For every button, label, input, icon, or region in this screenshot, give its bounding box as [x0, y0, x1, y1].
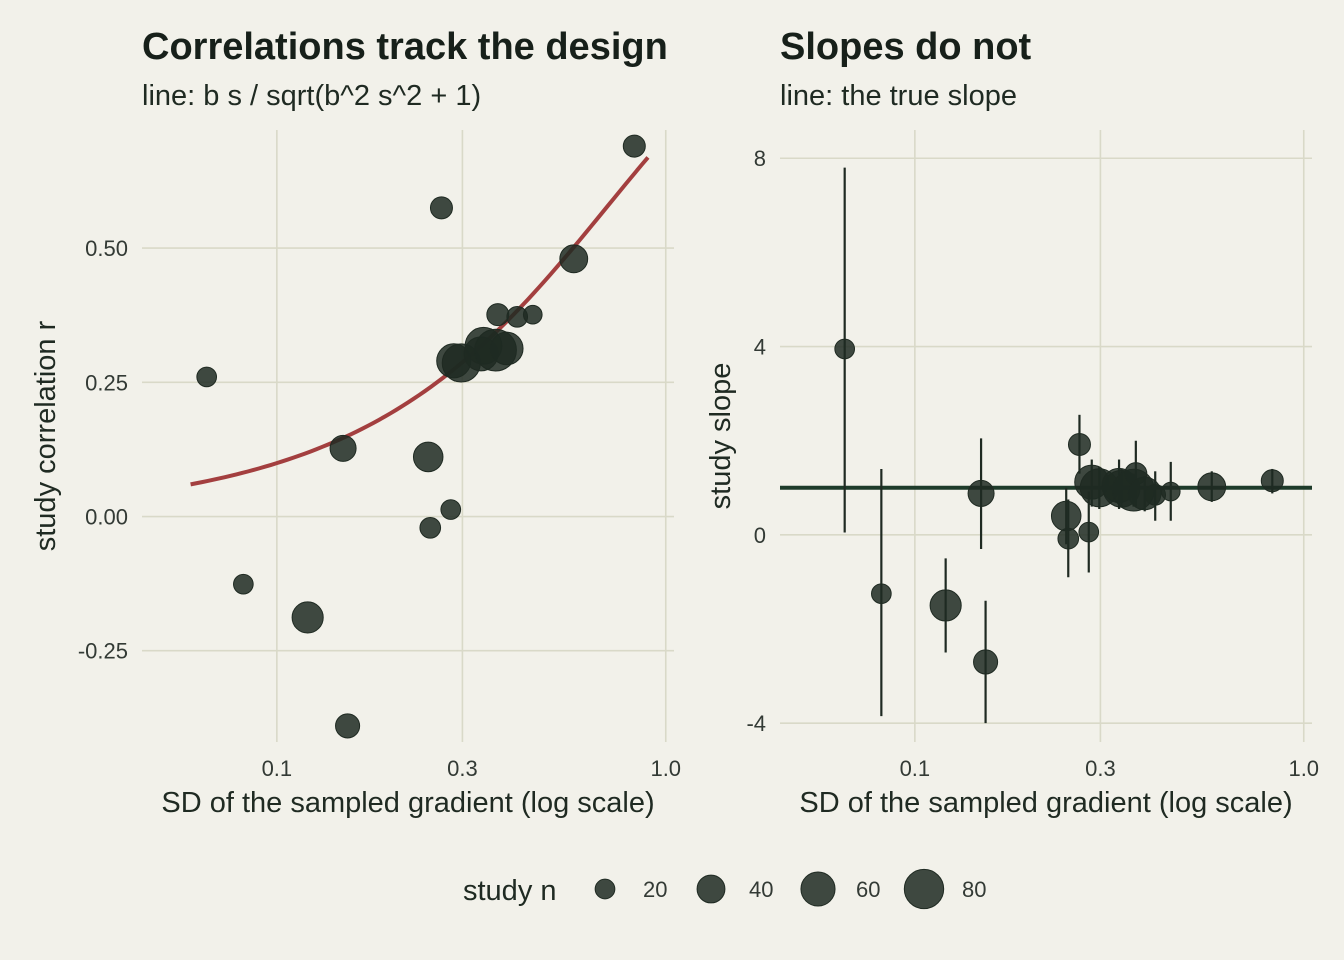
legend-key	[800, 871, 836, 907]
y-axis-label: study correlation r	[30, 320, 62, 551]
data-point	[1078, 521, 1100, 543]
data-point	[440, 499, 462, 520]
data-point	[929, 589, 962, 622]
data-point	[834, 338, 856, 360]
data-point	[559, 244, 589, 274]
legend-label: 60	[856, 877, 880, 902]
y-tick-label: 8	[754, 146, 766, 171]
x-axis-label: SD of the sampled gradient (log scale)	[161, 787, 654, 819]
data-point	[196, 366, 218, 388]
reference-curve	[190, 156, 650, 487]
data-point	[1057, 527, 1080, 550]
data-point	[489, 331, 524, 366]
data-point	[967, 479, 995, 507]
data-point	[419, 516, 442, 539]
y-tick-label: 0.25	[85, 370, 128, 395]
y-tick-label: 0.50	[85, 236, 128, 261]
data-point	[622, 134, 646, 158]
x-axis-label: SD of the sampled gradient (log scale)	[799, 787, 1292, 819]
legend-title: study n	[463, 875, 557, 907]
data-point	[522, 304, 543, 325]
data-point	[329, 434, 357, 462]
legend-label: 40	[749, 877, 773, 902]
y-tick-label: 0	[754, 523, 766, 548]
data-point	[1050, 500, 1082, 532]
data-point	[973, 649, 999, 675]
y-tick-label: -0.25	[78, 639, 128, 664]
legend-key	[903, 868, 945, 910]
y-tick-label: 0.00	[85, 505, 128, 530]
data-point	[486, 303, 510, 327]
data-point	[335, 713, 361, 739]
y-axis-label: study slope	[705, 363, 737, 510]
legend-key	[696, 874, 726, 904]
y-tick-label: 4	[754, 335, 766, 360]
data-point	[1160, 481, 1181, 502]
right-panel-title: Slopes do not	[780, 26, 1032, 68]
data-point	[429, 196, 453, 220]
data-point	[412, 441, 444, 473]
data-point	[1067, 432, 1091, 456]
data-point	[871, 583, 892, 605]
data-point	[1197, 472, 1227, 502]
data-point	[1260, 469, 1284, 493]
x-tick-label: 1.0	[1288, 756, 1319, 781]
x-tick-label: 0.1	[900, 756, 931, 781]
legend-label: 20	[643, 877, 667, 902]
x-tick-label: 0.3	[1085, 756, 1116, 781]
y-tick-label: -4	[746, 711, 766, 736]
right-panel-subtitle: line: the true slope	[780, 80, 1017, 112]
data-point	[233, 573, 254, 595]
x-tick-label: 1.0	[650, 756, 681, 781]
x-tick-label: 0.3	[447, 756, 478, 781]
x-tick-label: 0.1	[262, 756, 293, 781]
left-panel-title: Correlations track the design	[142, 26, 668, 68]
legend-key	[594, 878, 616, 900]
data-point	[291, 601, 324, 634]
left-panel-subtitle: line: b s / sqrt(b^2 s^2 + 1)	[142, 80, 482, 112]
legend-label: 80	[962, 877, 986, 902]
